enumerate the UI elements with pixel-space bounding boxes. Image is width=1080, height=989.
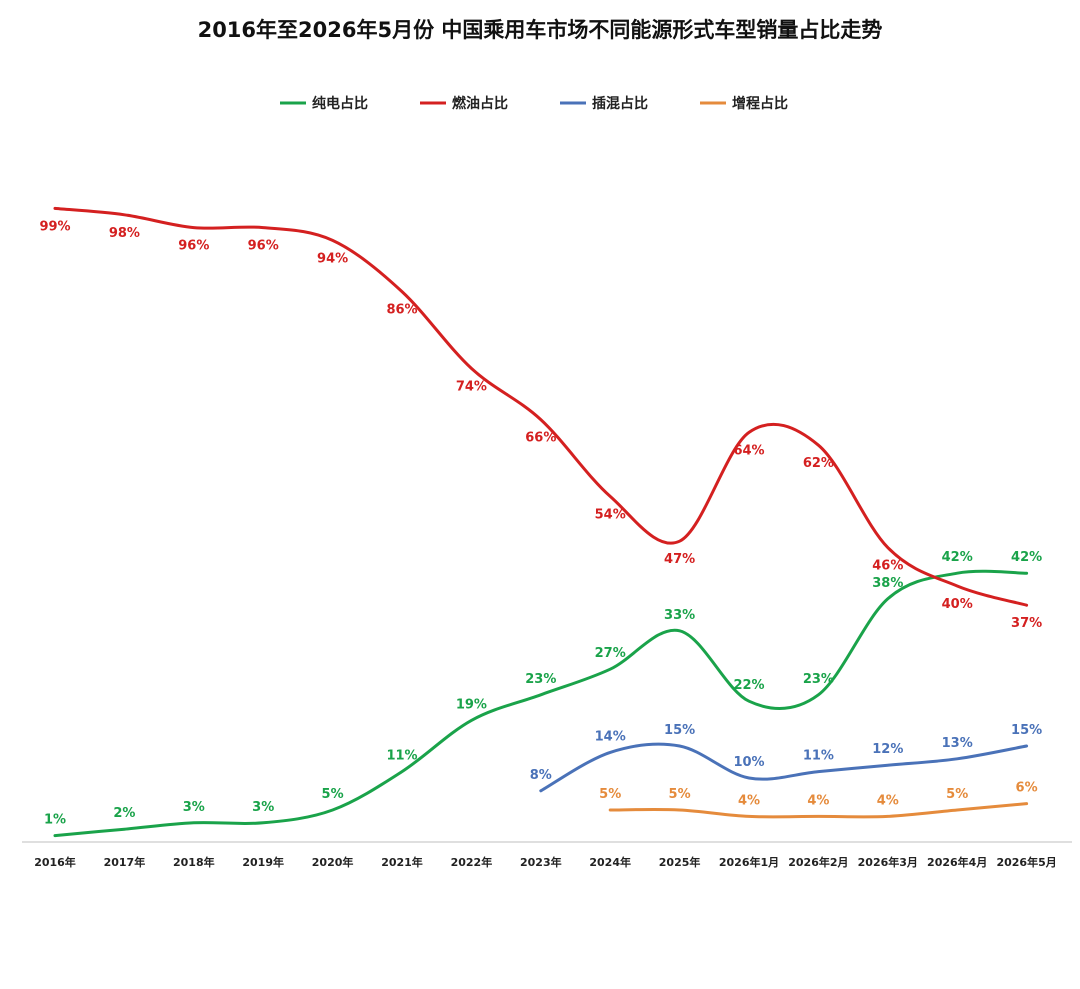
data-label-燃油占比-2022年: 74% [456, 379, 487, 394]
data-label-燃油占比-2026年3月: 46% [872, 559, 903, 574]
x-tick-label-0: 2016年 [34, 855, 76, 869]
data-label-增程占比-2026年3月: 4% [877, 793, 899, 808]
data-label-纯电占比-2026年3月: 38% [872, 576, 903, 591]
legend-label-1: 燃油占比 [452, 95, 508, 112]
data-label-增程占比-2026年2月: 4% [807, 793, 829, 808]
data-label-插混占比-2026年5月: 15% [1011, 723, 1042, 738]
data-label-增程占比-2026年5月: 6% [1016, 781, 1038, 796]
data-label-插混占比-2026年2月: 11% [803, 749, 834, 764]
data-label-燃油占比-2019年: 96% [248, 239, 279, 254]
data-label-纯电占比-2026年2月: 23% [803, 672, 834, 687]
legend: 纯电占比 燃油占比 插混占比 增程占比 [280, 95, 788, 112]
data-label-燃油占比-2026年2月: 62% [803, 456, 834, 471]
data-label-增程占比-2024年: 5% [599, 787, 621, 802]
x-tick-label-14: 2026年5月 [996, 855, 1056, 869]
data-label-燃油占比-2021年: 86% [386, 303, 417, 318]
data-label-燃油占比-2023年: 66% [525, 431, 556, 446]
series-line-1 [53, 206, 1029, 607]
data-label-纯电占比-2025年: 33% [664, 608, 695, 623]
legend-label-2: 插混占比 [592, 95, 648, 112]
data-label-纯电占比-2026年4月: 42% [942, 550, 973, 565]
chart-title: 2016年至2026年5月份 中国乘用车市场不同能源形式车型销量占比走势 [198, 18, 883, 42]
data-label-插混占比-2026年1月: 10% [733, 755, 764, 770]
series-layer [53, 206, 1029, 838]
data-label-纯电占比-2018年: 3% [183, 800, 205, 815]
data-label-纯电占比-2022年: 19% [456, 697, 487, 712]
x-tick-label-9: 2025年 [659, 855, 701, 869]
x-tick-label-8: 2024年 [589, 855, 631, 869]
data-label-纯电占比-2021年: 11% [386, 749, 417, 764]
data-label-插混占比-2026年4月: 13% [942, 736, 973, 751]
x-tick-label-2: 2018年 [173, 855, 215, 869]
data-labels: 1% 2% 3% 3% 5% 11% 19% 23% 27% 33% 22% 23% 38% 42% 42%… [39, 219, 1042, 827]
x-axis-ticks: 2016年 2017年 2018年 2019年 2020年 2021年 2022年 2023年… [34, 855, 1057, 869]
data-label-纯电占比-2024年: 27% [595, 646, 626, 661]
data-label-燃油占比-2026年5月: 37% [1011, 616, 1042, 631]
x-tick-label-10: 2026年1月 [719, 855, 779, 869]
x-tick-label-7: 2023年 [520, 855, 562, 869]
data-label-增程占比-2026年4月: 5% [946, 787, 968, 802]
data-label-增程占比-2025年: 5% [669, 787, 691, 802]
data-label-插混占比-2026年3月: 12% [872, 742, 903, 757]
series-line-0 [53, 569, 1029, 838]
data-label-燃油占比-2026年4月: 40% [942, 597, 973, 612]
x-tick-label-3: 2019年 [242, 855, 284, 869]
data-label-插混占比-2023年: 8% [530, 768, 552, 783]
legend-label-0: 纯电占比 [312, 95, 368, 112]
data-label-增程占比-2026年1月: 4% [738, 793, 760, 808]
series-line-3 [608, 802, 1029, 819]
x-tick-label-13: 2026年4月 [927, 855, 987, 869]
x-tick-label-11: 2026年2月 [788, 855, 848, 869]
data-label-纯电占比-2019年: 3% [252, 800, 274, 815]
data-label-纯电占比-2016年: 1% [44, 813, 66, 828]
x-tick-label-12: 2026年3月 [858, 855, 918, 869]
x-tick-label-4: 2020年 [312, 855, 354, 869]
data-label-纯电占比-2020年: 5% [322, 787, 344, 802]
data-label-燃油占比-2016年: 99% [39, 219, 70, 234]
data-label-燃油占比-2026年1月: 64% [733, 443, 764, 458]
data-label-纯电占比-2026年5月: 42% [1011, 550, 1042, 565]
data-label-燃油占比-2018年: 96% [178, 239, 209, 254]
data-label-插混占比-2024年: 14% [595, 729, 626, 744]
data-label-插混占比-2025年: 15% [664, 723, 695, 738]
x-tick-label-5: 2021年 [381, 855, 423, 869]
data-label-燃油占比-2017年: 98% [109, 226, 140, 241]
data-label-燃油占比-2020年: 94% [317, 251, 348, 266]
data-label-纯电占比-2017年: 2% [113, 806, 135, 821]
data-label-燃油占比-2024年: 54% [595, 507, 626, 522]
legend-label-3: 增程占比 [732, 95, 788, 112]
data-label-燃油占比-2025年: 47% [664, 552, 695, 567]
x-tick-label-1: 2017年 [104, 855, 146, 869]
series-line-2 [539, 742, 1029, 793]
x-tick-label-6: 2022年 [451, 855, 493, 869]
data-label-纯电占比-2026年1月: 22% [733, 678, 764, 693]
data-label-纯电占比-2023年: 23% [525, 672, 556, 687]
